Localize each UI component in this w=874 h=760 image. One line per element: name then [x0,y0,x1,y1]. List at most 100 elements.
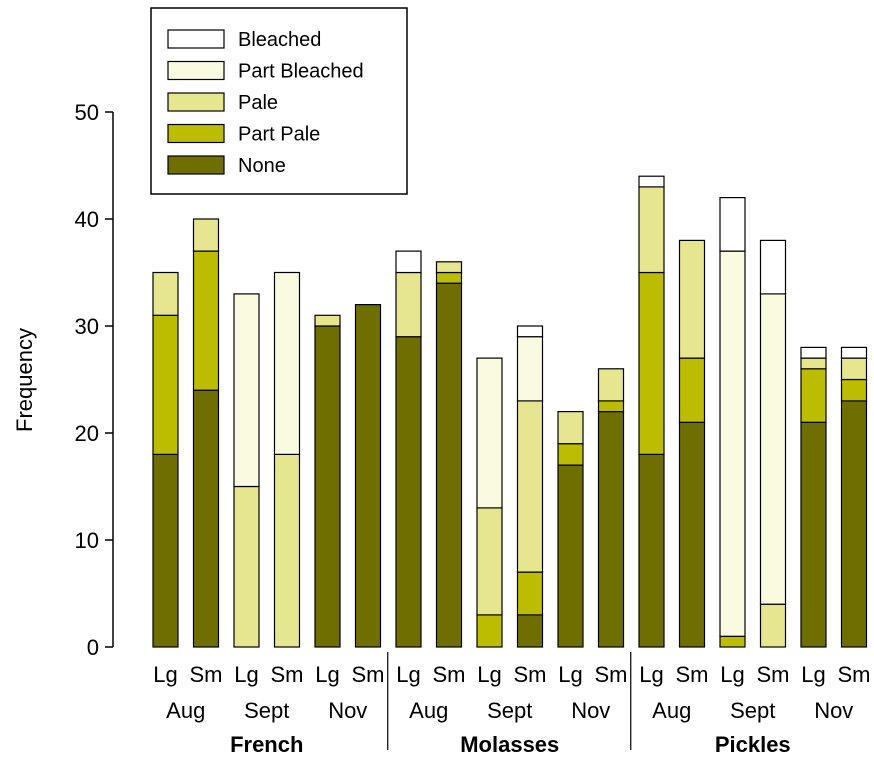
month-label: Sept [244,698,289,723]
bar-segment-pale [476,507,503,616]
legend-label: Pale [238,92,278,114]
bar-segment-none [192,389,220,648]
y-tick-label: 20 [75,421,99,446]
y-tick-label: 40 [75,207,99,232]
bar-segment-bleached [516,325,544,338]
month-label: Nov [814,698,853,723]
size-label: Lg [396,662,420,687]
bar-segment-pale [152,271,179,316]
bar-segment-pale [273,453,301,648]
bar-segment-pale [395,271,422,338]
size-label: Lg [558,662,582,687]
bar-segment-part-bleached [516,336,544,402]
legend-label: Bleached [238,29,321,51]
legend-swatch [167,155,225,175]
y-tick-label: 30 [75,314,99,339]
bar-segment-pale [233,485,260,648]
bar-segment-none [678,421,706,648]
bar-segment-none [597,411,625,648]
bar-segment-pale [597,368,625,402]
bar-segment-pale [314,314,341,327]
size-label: Lg [639,662,663,687]
bar-segment-part-pale [557,443,584,466]
bar-segment-bleached [638,175,665,188]
group-label: Pickles [715,732,791,757]
month-label: Nov [571,698,610,723]
size-label: Sm [676,662,709,687]
size-label: Lg [153,662,177,687]
month-label: Aug [166,698,205,723]
bar-segment-part-bleached [759,293,787,605]
legend-swatch [167,123,225,144]
bar-segment-none [800,421,827,648]
bar-segment-part-pale [719,635,746,648]
y-axis-title: Frequency [12,328,37,432]
size-label: Lg [315,662,339,687]
size-label: Sm [757,662,790,687]
size-label: Lg [720,662,744,687]
legend-label: Part Pale [238,124,320,146]
bar-segment-part-bleached [273,271,301,455]
bar-segment-part-pale [678,357,706,423]
size-label: Lg [801,662,825,687]
group-label: Molasses [460,732,559,757]
bar-segment-pale [678,239,706,359]
bar-segment-pale [840,357,868,381]
axes: 0 10 20 30 40 50 [75,100,114,660]
size-label: Sm [352,662,385,687]
bar-segment-none [395,336,422,648]
group-label: French [230,732,303,757]
bar-segment-part-bleached [476,357,503,509]
bar-segment-part-pale [192,250,220,391]
size-label: Sm [271,662,304,687]
bar-segment-none [516,614,544,648]
month-label: Sept [730,698,775,723]
bar-segment-part-pale [638,271,665,455]
legend-label: None [238,155,286,177]
y-tick-label: 0 [87,635,99,660]
size-label: Sm [190,662,223,687]
x-axis-labels: Lg Sm Lg Sm Lg Sm Lg Sm Lg Sm Lg Sm Lg Sm Lg Sm Lg Sm Aug S… [153,652,871,757]
bars [152,175,868,648]
legend-swatch [167,29,225,49]
bar-segment-pale [516,400,544,573]
bar-segment-none [638,453,665,648]
legend: Bleached Part Bleached Pale Part Pale None [150,7,408,195]
size-label: Lg [477,662,501,687]
bar-segment-part-pale [840,378,868,402]
size-label: Lg [234,662,258,687]
bar-segment-part-bleached [719,250,746,637]
bar-segment-part-pale [800,368,827,423]
legend-swatch [167,92,225,112]
legend-swatch [167,60,225,81]
bar-segment-part-bleached [233,293,260,488]
bar-segment-none [152,453,179,648]
bar-segment-none [840,400,868,648]
bar-segment-part-pale [597,400,625,413]
bar-segment-none [435,282,463,648]
bar-segment-pale [800,357,827,370]
bar-segment-bleached [840,346,868,359]
bar-segment-part-pale [435,271,463,284]
bar-segment-bleached [395,250,422,274]
bar-segment-part-pale [516,571,544,616]
legend-label: Part Bleached [238,61,364,83]
month-label: Aug [652,698,691,723]
bar-segment-pale [557,411,584,445]
bar-segment-pale [638,186,665,274]
bar-segment-bleached [719,197,746,252]
bar-segment-none [314,325,341,648]
bar-segment-pale [759,603,787,648]
size-label: Sm [838,662,871,687]
month-label: Aug [409,698,448,723]
bar-segment-bleached [759,239,787,295]
bar-segment-none [354,304,382,648]
bar-segment-bleached [800,346,827,359]
bar-segment-pale [435,261,463,274]
y-tick-label: 10 [75,528,99,553]
bar-segment-part-pale [476,614,503,648]
bar-segment-pale [192,218,220,252]
size-label: Sm [595,662,628,687]
month-label: Nov [328,698,367,723]
